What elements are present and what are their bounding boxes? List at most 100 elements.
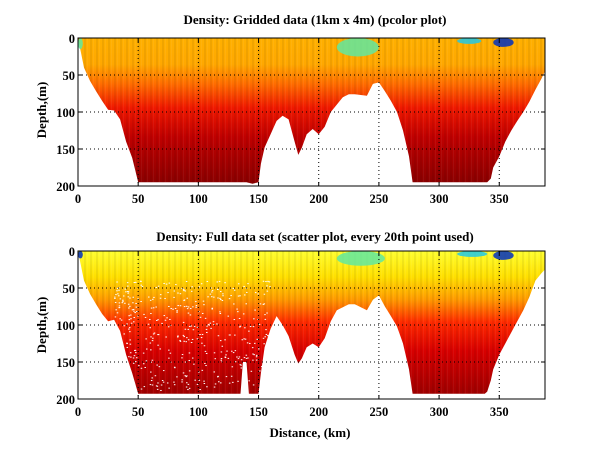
scatter-gap xyxy=(263,293,266,295)
scatter-gap xyxy=(239,325,242,327)
scatter-gap xyxy=(192,306,194,308)
scatter-gap xyxy=(237,380,239,382)
scatter-gap xyxy=(220,358,223,360)
scatter-gap xyxy=(254,309,256,311)
scatter-gap xyxy=(233,319,236,321)
density-streaks xyxy=(78,251,545,394)
scatter-gap xyxy=(135,302,137,304)
scatter-gap xyxy=(183,336,185,338)
scatter-gap xyxy=(265,333,268,335)
scatter-gap xyxy=(183,340,185,342)
scatter-gap xyxy=(204,317,207,319)
surface-anomaly xyxy=(457,38,482,44)
scatter-gap xyxy=(256,338,258,340)
scatter-gap xyxy=(211,296,213,298)
scatter-gap xyxy=(118,305,121,307)
scatter-gap xyxy=(137,298,139,300)
scatter-gap xyxy=(161,380,164,382)
scatter-gap xyxy=(116,288,119,290)
scatter-gap xyxy=(168,282,171,284)
scatter-gap xyxy=(133,317,135,319)
scatter-gap xyxy=(173,296,175,298)
scatter-gap xyxy=(258,348,260,350)
scatter-gap xyxy=(231,366,234,368)
y-tick-label: 150 xyxy=(56,143,75,157)
scatter-gap xyxy=(165,336,167,338)
scatter-gap xyxy=(227,357,230,359)
scatter-gap xyxy=(245,354,248,356)
scatter-gap xyxy=(200,283,203,285)
scatter-gap xyxy=(129,297,131,299)
scatter-gap xyxy=(155,385,158,387)
scatter-gap xyxy=(230,375,233,377)
scatter-gap xyxy=(183,290,185,292)
scatter-gap xyxy=(140,367,143,369)
scatter-gap xyxy=(119,298,122,300)
surface-anomaly xyxy=(493,38,514,47)
scatter-gap xyxy=(115,309,117,311)
scatter-gap xyxy=(195,306,197,308)
scatter-gap xyxy=(219,291,222,293)
scatter-gap xyxy=(118,307,120,309)
scatter-gap xyxy=(264,336,266,338)
scatter-gap xyxy=(152,333,155,335)
scatter-gap xyxy=(247,283,249,285)
scatter-gap xyxy=(168,357,170,359)
scatter-gap xyxy=(129,305,131,307)
scatter-gap xyxy=(252,359,254,361)
scatter-gap xyxy=(257,293,259,295)
scatter-gap xyxy=(173,384,176,386)
surface-anomaly xyxy=(336,251,385,266)
scatter-gap xyxy=(126,323,128,325)
scatter-gap xyxy=(124,288,127,290)
scatter-gap xyxy=(217,335,220,337)
scatter-gap xyxy=(128,319,131,321)
scatter-gap xyxy=(143,386,146,388)
scatter-gap xyxy=(203,383,206,385)
scatter-gap xyxy=(147,323,150,325)
scatter-gap xyxy=(269,286,271,288)
scatter-gap xyxy=(173,366,176,368)
scatter-gap xyxy=(181,357,183,359)
x-tick-label: 200 xyxy=(309,192,328,206)
scatter-gap xyxy=(149,384,152,386)
y-tick-label: 0 xyxy=(69,245,75,259)
scatter-gap xyxy=(128,307,130,309)
scatter-gap xyxy=(225,354,227,356)
pcolor-panel: 0 50 100 150 200 250 300 350 0 50 100 150 200 xyxy=(56,32,546,206)
scatter-gap xyxy=(179,305,182,307)
scatter-gap xyxy=(228,298,231,300)
scatter-gap xyxy=(192,329,195,331)
scatter-gap xyxy=(217,288,219,290)
scatter-gap xyxy=(126,342,128,344)
y-tick-label: 100 xyxy=(56,106,75,120)
scatter-gap xyxy=(176,311,178,313)
x-tick-label: 50 xyxy=(132,192,145,206)
scatter-gap xyxy=(203,380,205,382)
surface-anomaly xyxy=(493,251,514,260)
scatter-gap xyxy=(255,356,258,358)
scatter-gap xyxy=(232,352,235,354)
scatter-gap xyxy=(151,384,154,386)
scatter-gap xyxy=(169,318,171,320)
scatter-gap xyxy=(149,299,152,301)
scatter-gap xyxy=(231,350,233,352)
scatter-gap xyxy=(179,340,182,342)
scatter-gap xyxy=(248,330,250,332)
scatter-gap xyxy=(164,298,166,300)
scatter-gap xyxy=(251,347,254,349)
scatter-gap xyxy=(159,297,162,299)
scatter-gap xyxy=(217,297,219,299)
scatter-gap xyxy=(135,306,138,308)
scatter-gap xyxy=(224,356,227,358)
scatter-gap xyxy=(188,387,191,389)
scatter-gap xyxy=(218,381,220,383)
scatter-gap xyxy=(132,308,135,310)
y-axis-label-gridded: Depth,(m) xyxy=(34,82,49,139)
scatter-gap xyxy=(206,386,208,388)
scatter-gap xyxy=(262,303,265,305)
scatter-gap xyxy=(136,310,138,312)
scatter-gap xyxy=(121,302,124,304)
scatter-gap xyxy=(173,290,176,292)
scatter-gap xyxy=(114,301,117,303)
